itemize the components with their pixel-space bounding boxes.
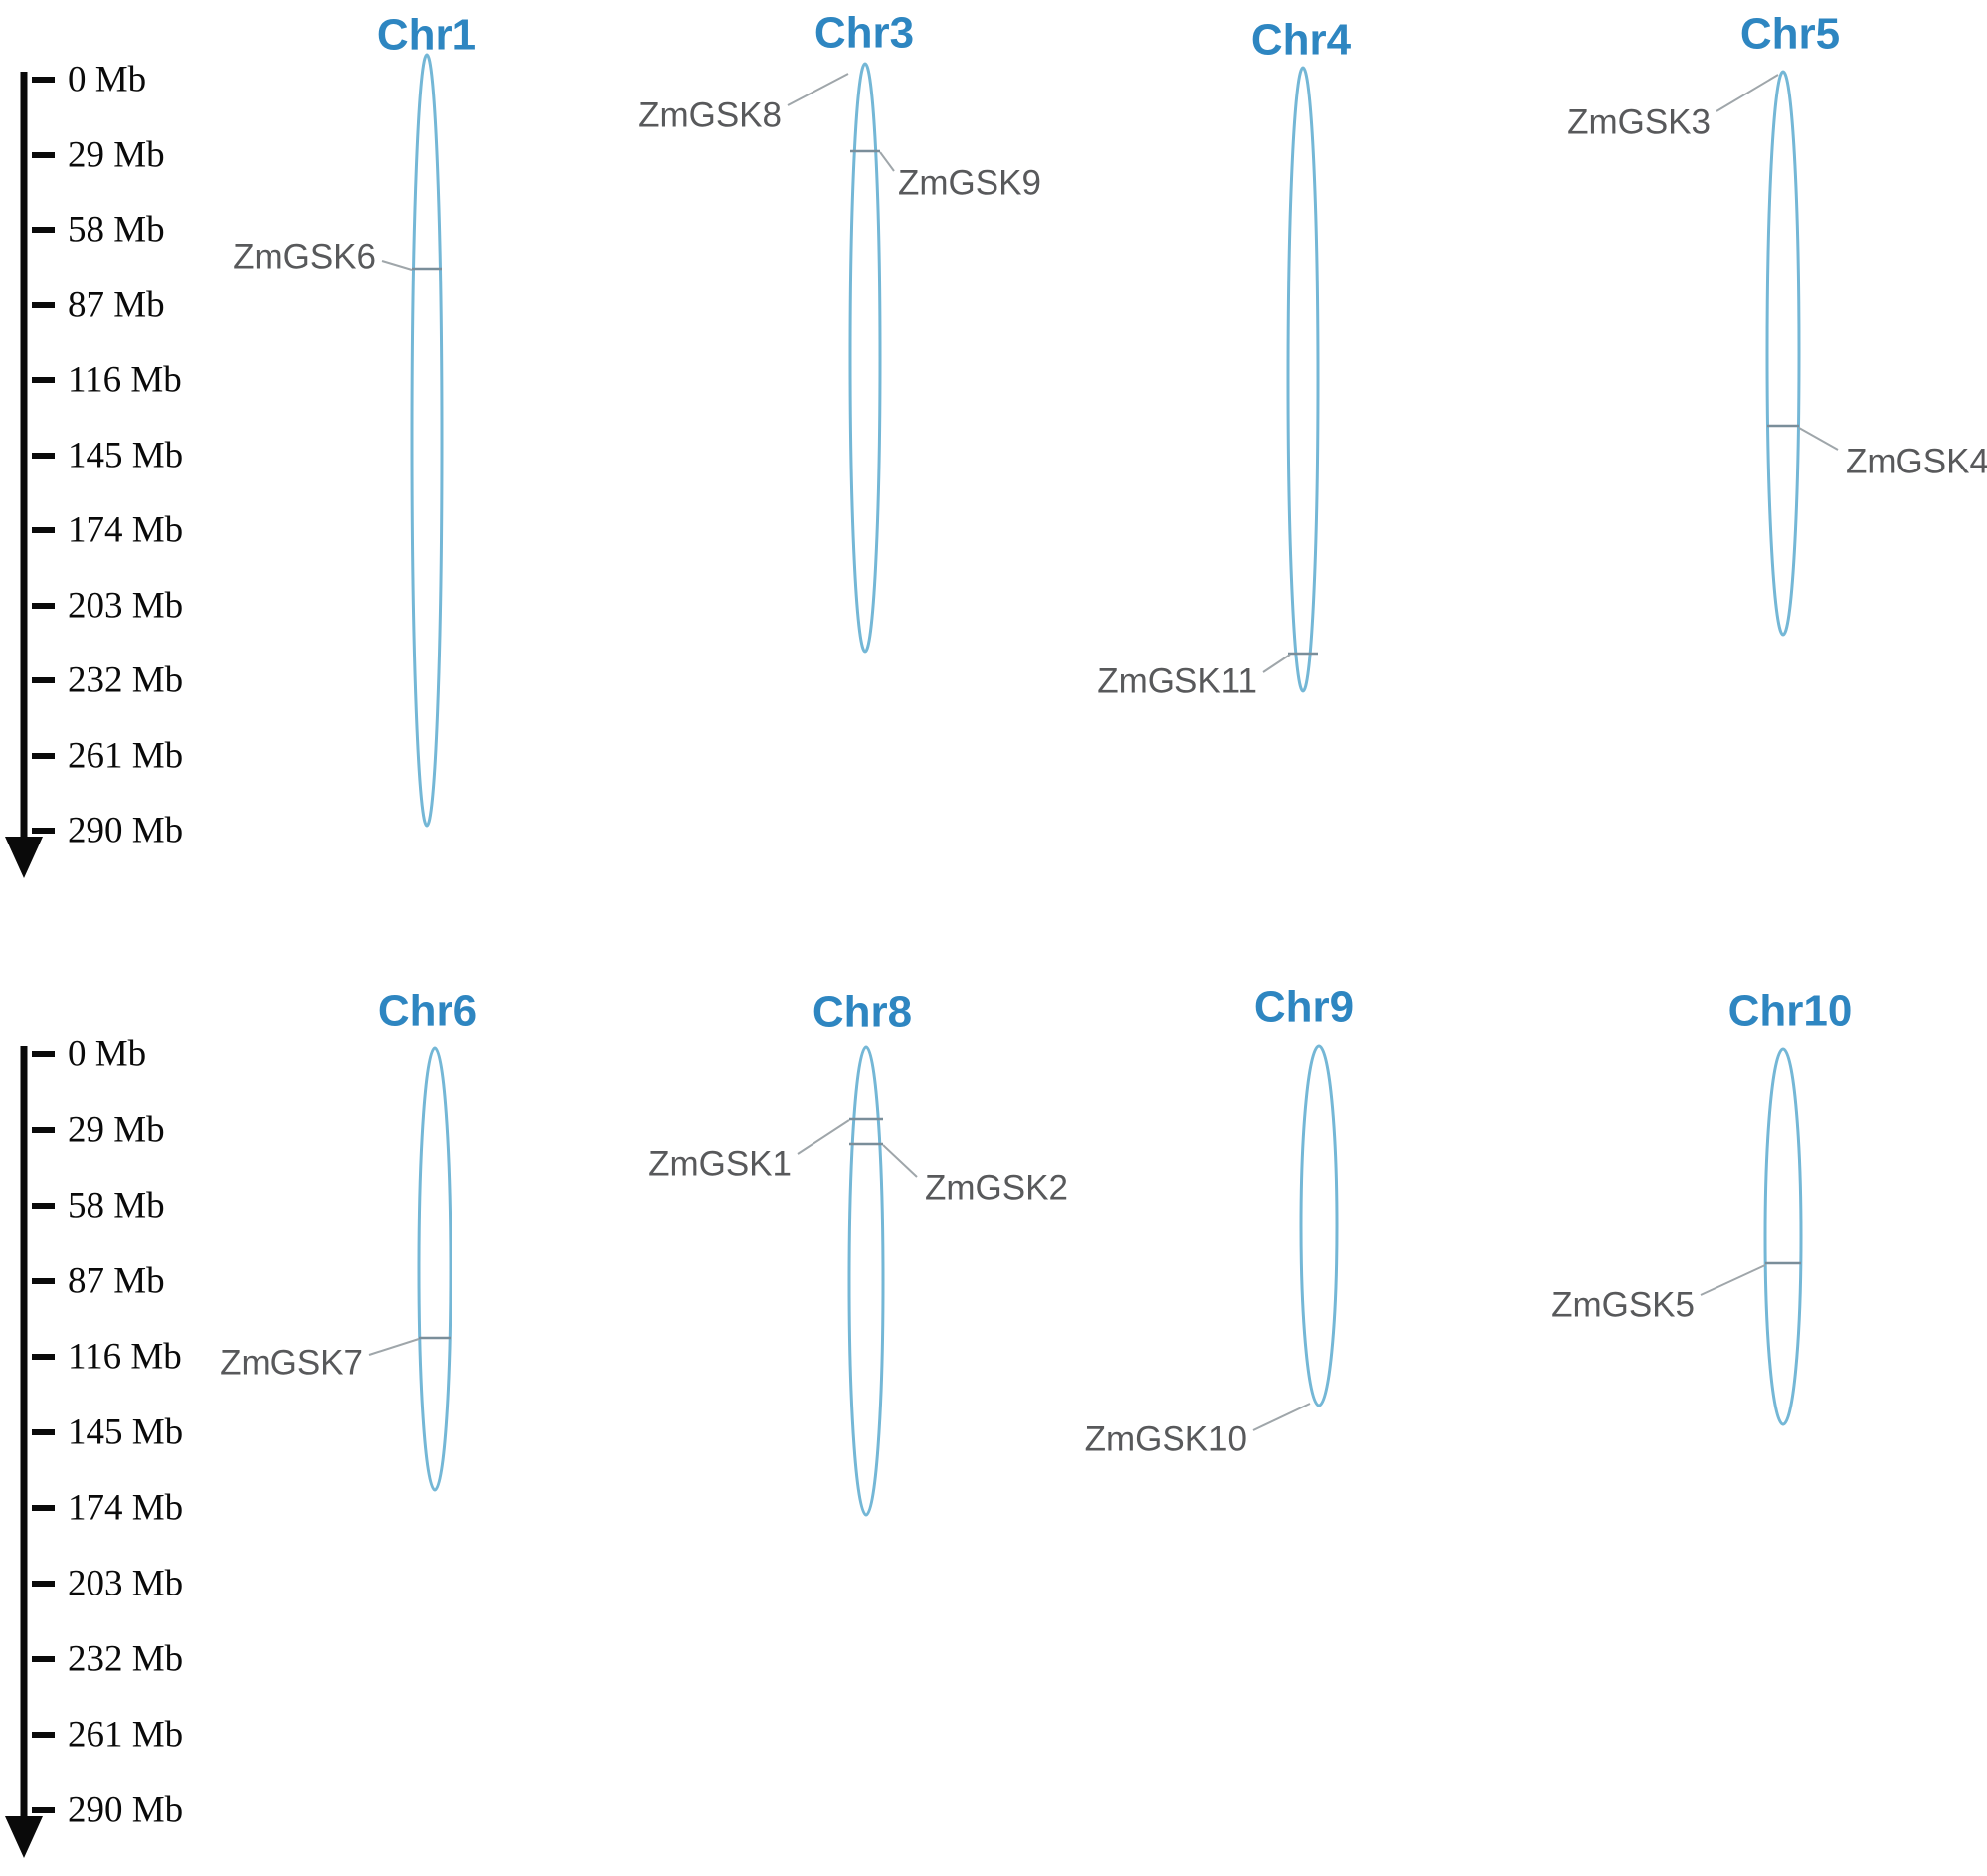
scale-tick-label: 29 Mb — [68, 1110, 165, 1151]
scale-tick-label: 0 Mb — [68, 1034, 146, 1075]
scale-row2: 0 Mb 29 Mb 58 Mb 87 Mb 116 Mb 145 Mb 174 Mb 203… — [5, 1034, 183, 1858]
scale-tick-label: 203 Mb — [68, 1564, 183, 1604]
scale-tick-label: 174 Mb — [68, 1488, 183, 1529]
gene-label-zmgsk11: ZmGSK11 — [1097, 662, 1257, 701]
chromosome-body-chr4 — [1286, 66, 1320, 693]
scale-tick-label: 29 Mb — [68, 135, 165, 176]
gene-leader-zmgsk2 — [882, 1144, 918, 1178]
scale-tick-label: 58 Mb — [68, 210, 165, 251]
gene-label-zmgsk1: ZmGSK1 — [648, 1145, 792, 1184]
gene-label-zmgsk3: ZmGSK3 — [1567, 103, 1711, 142]
chromosome-chr5: Chr5 ZmGSK3 ZmGSK4 — [1567, 10, 1987, 637]
chromosome-title-chr4: Chr4 — [1251, 16, 1352, 65]
scale-tick-label: 174 Mb — [68, 510, 183, 551]
chromosome-title-chr9: Chr9 — [1254, 983, 1354, 1032]
gene-label-zmgsk4: ZmGSK4 — [1846, 443, 1987, 481]
gene-leader-zmgsk7 — [368, 1338, 420, 1356]
gene-label-zmgsk7: ZmGSK7 — [220, 1344, 363, 1383]
gene-label-zmgsk5: ZmGSK5 — [1551, 1286, 1695, 1325]
gene-leader-zmgsk9 — [879, 151, 895, 172]
scale-tick-label: 290 Mb — [68, 811, 183, 851]
scale-tick-label: 290 Mb — [68, 1790, 183, 1831]
scale-tick-label: 87 Mb — [68, 1261, 165, 1302]
scale-tick-label: 261 Mb — [68, 1715, 183, 1756]
gene-label-zmgsk2: ZmGSK2 — [925, 1169, 1068, 1208]
scale-tick-label: 145 Mb — [68, 1412, 183, 1453]
gene-leader-zmgsk5 — [1700, 1264, 1766, 1296]
scale-arrow-icon — [5, 837, 43, 878]
scale-row1: 0 Mb 29 Mb 58 Mb 87 Mb 116 Mb 145 Mb 174 Mb 203… — [5, 60, 183, 878]
gene-label-zmgsk8: ZmGSK8 — [638, 96, 782, 135]
chromosome-body-chr5 — [1765, 70, 1801, 637]
scale-tick-label: 203 Mb — [68, 586, 183, 627]
chromosome-title-chr10: Chr10 — [1728, 987, 1853, 1035]
chromosome-title-chr3: Chr3 — [814, 9, 914, 58]
scale-tick-label: 261 Mb — [68, 736, 183, 777]
chromosome-chr3: Chr3 ZmGSK8 ZmGSK9 — [638, 9, 1041, 654]
chromosome-chr6: Chr6 ZmGSK7 — [220, 987, 477, 1492]
chromosome-chr1: Chr1 ZmGSK6 — [233, 11, 476, 828]
scale-tick-label: 0 Mb — [68, 60, 146, 100]
scale-tick-label: 116 Mb — [68, 1337, 182, 1378]
chromosome-body-chr10 — [1763, 1047, 1803, 1426]
gene-leader-zmgsk10 — [1252, 1403, 1311, 1431]
chromosome-chr4: Chr4 ZmGSK11 — [1097, 16, 1351, 701]
gene-leader-zmgsk6 — [381, 260, 413, 271]
chromosome-body-chr1 — [410, 53, 444, 828]
scale-arrow-icon — [5, 1816, 43, 1858]
chromosome-title-chr5: Chr5 — [1740, 10, 1840, 59]
chromosome-chr8: Chr8 ZmGSK1 ZmGSK2 — [648, 988, 1068, 1517]
scale-tick-label: 232 Mb — [68, 660, 183, 701]
scale-tick-label: 145 Mb — [68, 436, 183, 476]
scale-tick-label: 58 Mb — [68, 1186, 165, 1226]
chromosome-body-chr8 — [847, 1045, 885, 1517]
chromosome-chr10: Chr10 ZmGSK5 — [1551, 987, 1853, 1426]
chromosome-title-chr1: Chr1 — [377, 11, 476, 60]
gene-label-zmgsk9: ZmGSK9 — [898, 164, 1041, 203]
chromosome-title-chr6: Chr6 — [378, 987, 477, 1035]
gene-leader-zmgsk3 — [1716, 74, 1779, 112]
gene-leader-zmgsk1 — [797, 1119, 850, 1155]
gene-label-zmgsk6: ZmGSK6 — [233, 238, 376, 277]
scale-tick-label: 232 Mb — [68, 1639, 183, 1680]
chromosome-body-chr9 — [1299, 1044, 1339, 1407]
gene-leader-zmgsk8 — [787, 73, 849, 106]
chromosome-body-chr6 — [417, 1046, 452, 1492]
gene-label-zmgsk10: ZmGSK10 — [1085, 1420, 1247, 1459]
chromosome-body-chr3 — [848, 62, 882, 654]
scale-tick-label: 116 Mb — [68, 360, 182, 401]
gene-leader-zmgsk11 — [1262, 654, 1291, 673]
chromosome-title-chr8: Chr8 — [813, 988, 912, 1036]
gene-leader-zmgsk4 — [1798, 427, 1839, 451]
scale-tick-label: 87 Mb — [68, 285, 165, 326]
chromosome-chr9: Chr9 ZmGSK10 — [1085, 983, 1355, 1459]
